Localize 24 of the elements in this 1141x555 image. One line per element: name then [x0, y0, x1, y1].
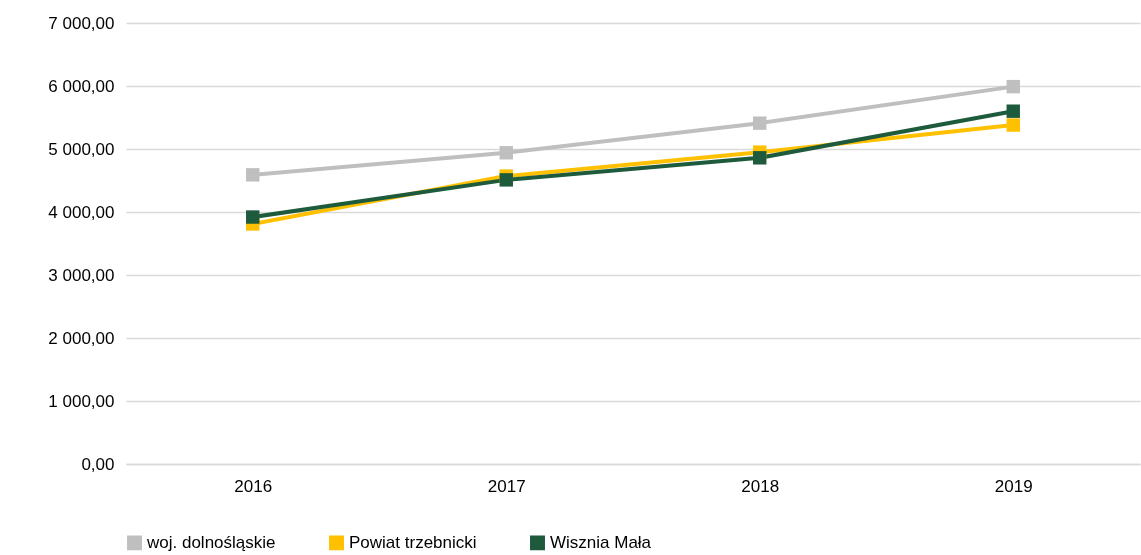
point — [753, 116, 767, 130]
legend-label: Powiat trzebnicki — [349, 532, 477, 552]
legend-label: woj. dolnośląskie — [146, 532, 276, 552]
y-tick-label: 0,00 — [81, 454, 115, 474]
x-tick-label: 2017 — [487, 476, 526, 496]
y-tick-label: 5 000,00 — [48, 139, 115, 159]
point — [753, 151, 767, 165]
x-tick-label: 2018 — [741, 476, 780, 496]
point — [246, 210, 260, 224]
point — [499, 146, 513, 160]
legend-label: Wisznia Mała — [550, 532, 652, 552]
point — [246, 168, 260, 182]
y-tick-label: 4 000,00 — [48, 202, 115, 222]
y-tick-label: 7 000,00 — [48, 13, 115, 33]
y-tick-label: 2 000,00 — [48, 328, 115, 348]
y-tick-label: 1 000,00 — [48, 391, 115, 411]
x-tick-label: 2019 — [994, 476, 1033, 496]
y-tick-label: 3 000,00 — [48, 265, 115, 285]
y-tick-label: 6 000,00 — [48, 76, 115, 96]
point — [1006, 79, 1020, 94]
point — [1006, 118, 1020, 132]
x-tick-label: 2016 — [234, 476, 273, 496]
point — [499, 173, 513, 187]
point — [1006, 104, 1020, 118]
